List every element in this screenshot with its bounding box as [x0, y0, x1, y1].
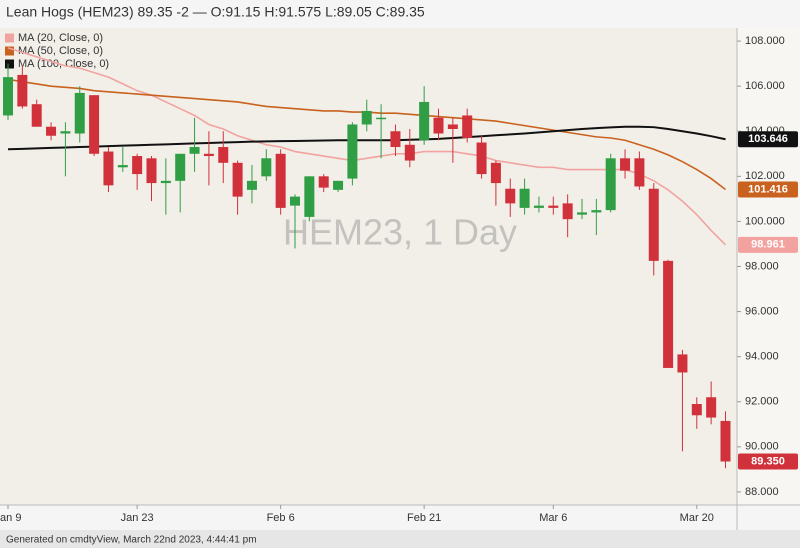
candle-body: [691, 404, 702, 416]
candle-body: [74, 92, 85, 134]
legend-swatch: [5, 46, 14, 56]
y-tick-label: 96.000: [745, 305, 779, 317]
x-tick-label: Jan 9: [0, 512, 21, 524]
candle-body: [562, 203, 573, 220]
candle-body: [189, 147, 200, 154]
candle-body: [577, 212, 587, 215]
candle-body: [218, 147, 229, 163]
candle-body: [620, 158, 631, 171]
candle-body: [17, 74, 28, 107]
x-tick-label: Jan 23: [121, 512, 154, 524]
legend-label: MA (50, Close, 0): [18, 45, 103, 57]
candle-body: [706, 397, 717, 418]
watermark: HEM23, 1 Day: [283, 212, 517, 253]
candle-body: [605, 158, 616, 211]
chart-title: Lean Hogs (HEM23) 89.35 -2 — O:91.15 H:9…: [6, 4, 425, 20]
last-value-box: [738, 181, 798, 198]
legend-swatch: [5, 33, 14, 43]
candle-body: [347, 124, 358, 179]
candle-body: [648, 188, 659, 261]
candle-body: [447, 124, 458, 129]
candle-body: [591, 210, 602, 213]
candle-body: [89, 95, 100, 154]
legend-label: MA (100, Close, 0): [18, 58, 109, 70]
candle-body: [490, 162, 501, 184]
candle-body: [261, 158, 272, 177]
y-tick-label: 88.000: [745, 486, 779, 498]
candle-body: [663, 260, 674, 368]
y-tick-label: 90.000: [745, 441, 779, 453]
last-value-label: 89.350: [751, 455, 785, 467]
candle-body: [175, 153, 186, 181]
candle-body: [720, 420, 731, 462]
moving-average-line: [7, 125, 726, 151]
candle-body: [31, 104, 42, 127]
candle-body: [304, 176, 315, 217]
y-tick-label: 108.000: [745, 35, 785, 47]
y-tick-label: 102.000: [745, 170, 785, 182]
candle-body: [290, 196, 300, 206]
candle-body: [404, 144, 415, 161]
candle-body: [548, 205, 559, 208]
y-tick-label: 92.000: [745, 396, 779, 408]
candle-body: [146, 158, 157, 184]
candle-body: [132, 156, 143, 175]
y-tick-label: 98.000: [745, 260, 779, 272]
candle-body: [361, 110, 372, 125]
candle-body: [103, 151, 114, 186]
candle-body: [519, 188, 530, 208]
candle-body: [677, 354, 688, 373]
candle-body: [462, 115, 473, 139]
candle-body: [476, 142, 487, 175]
y-tick-label: 106.000: [745, 80, 785, 92]
candle-body: [634, 158, 645, 187]
y-tick-label: 94.000: [745, 351, 779, 363]
footer-bar: [0, 530, 800, 548]
last-value-box: [738, 453, 798, 470]
last-value-box: [738, 236, 798, 253]
x-tick-label: Mar 6: [539, 512, 567, 524]
plot-area: [0, 28, 737, 505]
footer: Generated on cmdtyView, March 22nd 2023,…: [6, 535, 257, 546]
candle-body: [318, 176, 329, 188]
x-tick-label: Feb 6: [267, 512, 295, 524]
last-value-label: 101.416: [748, 183, 788, 195]
last-value-label: 103.646: [748, 133, 788, 145]
candle-body: [390, 131, 401, 148]
legend-swatch: [5, 59, 14, 69]
last-value-label: 98.961: [751, 239, 785, 251]
candle-body: [246, 180, 257, 190]
x-tick-label: Feb 21: [407, 512, 441, 524]
candle-body: [3, 77, 13, 116]
candle-body: [533, 205, 544, 208]
candle-body: [419, 101, 430, 141]
candle-body: [117, 165, 128, 168]
candle-body: [433, 117, 444, 134]
candle-body: [505, 188, 516, 204]
candle-body: [333, 180, 344, 190]
candle-body: [60, 131, 71, 134]
candle-body: [232, 162, 243, 197]
y-axis-area: [737, 28, 800, 505]
x-tick-label: Mar 20: [680, 512, 714, 524]
candle-body: [275, 153, 286, 208]
y-tick-label: 100.000: [745, 215, 785, 227]
candle-body: [376, 117, 387, 120]
legend-label: MA (20, Close, 0): [18, 32, 103, 44]
last-value-box: [738, 131, 798, 148]
candle-body: [46, 126, 57, 136]
candle-body: [203, 153, 214, 157]
candle-body: [160, 180, 171, 184]
